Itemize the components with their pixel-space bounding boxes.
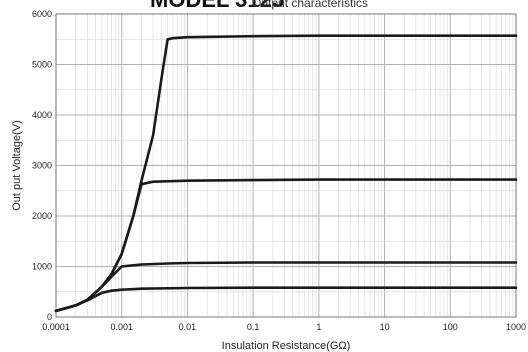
y-axis-ticks: 0 1000 2000 3000 4000 5000 6000 [32, 9, 52, 322]
y-tick-label: 3000 [32, 161, 52, 171]
grid [55, 13, 517, 318]
x-tick-label: 0.0001 [42, 322, 70, 332]
x-tick-label: 10 [380, 322, 390, 332]
x-tick-label: 0.1 [247, 322, 260, 332]
x-tick-label: 0.001 [110, 322, 133, 332]
y-tick-label: 4000 [32, 110, 52, 120]
y-tick-label: 5000 [32, 60, 52, 70]
series-group [54, 34, 518, 313]
x-axis-label: Insulation Resistance(GΩ) [222, 340, 351, 352]
y-tick-label: 6000 [32, 9, 52, 19]
x-tick-label: 0.01 [179, 322, 197, 332]
x-tick-label: 100 [443, 322, 458, 332]
x-axis-ticks: 0.0001 0.001 0.01 0.1 1 10 100 1000 [42, 322, 526, 332]
chart-subtitle: Output characteristics [252, 0, 369, 10]
x-tick-label: 1000 [506, 322, 526, 332]
y-tick-label: 0 [47, 312, 52, 322]
y-tick-label: 2000 [32, 211, 52, 221]
y-axis-label: Out put Voltage(V) [11, 120, 23, 211]
series-line-4 [54, 34, 518, 313]
chart-title: MODEL 3125 [150, 0, 284, 13]
x-tick-label: 1 [316, 322, 321, 332]
plot-frame [55, 13, 517, 318]
y-tick-label: 1000 [32, 262, 52, 272]
